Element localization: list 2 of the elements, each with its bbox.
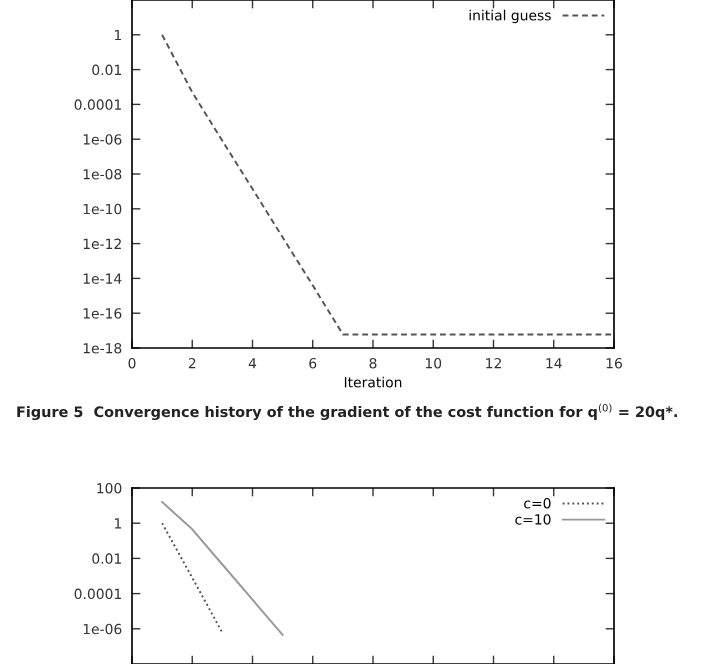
- line-series: [161, 501, 284, 636]
- line-series: [161, 33, 614, 336]
